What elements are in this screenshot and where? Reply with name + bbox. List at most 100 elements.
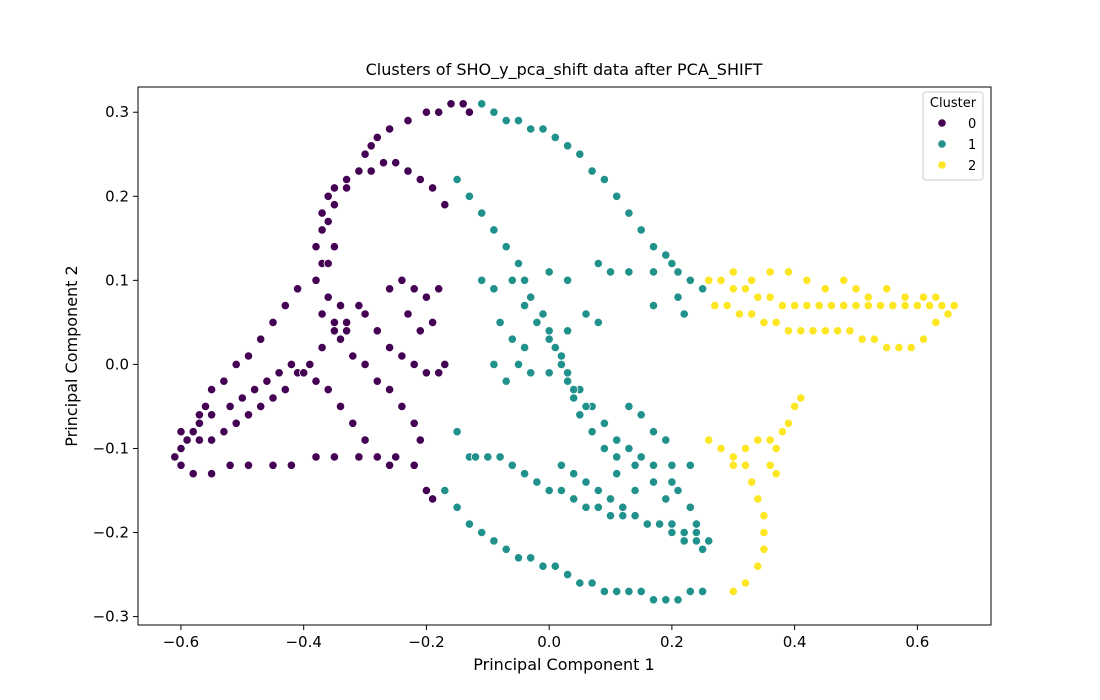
point-cluster-1 (685, 460, 695, 470)
point-cluster-2 (759, 544, 769, 554)
point-cluster-2 (888, 300, 898, 311)
point-cluster-2 (753, 561, 763, 571)
point-cluster-2 (753, 435, 763, 445)
point-cluster-2 (789, 300, 800, 311)
point-cluster-1 (581, 477, 591, 487)
y-axis-ticks: −0.3 −0.2 −0.1 0.0 0.1 0.2 0.3 (93, 103, 138, 626)
point-cluster-2 (882, 342, 892, 353)
point-cluster-1 (691, 536, 702, 546)
point-cluster-0 (225, 401, 235, 411)
point-cluster-2 (783, 418, 794, 428)
point-cluster-1 (587, 166, 597, 176)
point-cluster-1 (464, 519, 474, 529)
point-cluster-0 (207, 435, 217, 445)
point-cluster-1 (587, 427, 597, 437)
point-cluster-0 (176, 443, 186, 454)
point-cluster-0 (434, 284, 444, 294)
point-cluster-0 (188, 469, 198, 479)
point-cluster-2 (882, 284, 892, 294)
point-cluster-1 (612, 452, 622, 462)
point-cluster-0 (341, 174, 352, 185)
x-tick-label: 0.2 (660, 633, 684, 651)
point-cluster-1 (624, 267, 634, 277)
point-cluster-0 (427, 183, 438, 193)
x-tick-label: 0.0 (537, 633, 561, 651)
chart-title: Clusters of SHO_y_pca_shift data after P… (366, 60, 763, 80)
point-cluster-0 (335, 300, 346, 311)
point-cluster-1 (532, 477, 542, 487)
x-tick-label: −0.6 (163, 633, 199, 651)
point-cluster-1 (624, 586, 634, 597)
point-cluster-2 (759, 317, 769, 327)
point-cluster-0 (397, 351, 407, 361)
point-cluster-2 (802, 275, 812, 285)
point-cluster-0 (317, 208, 327, 218)
point-cluster-1 (624, 208, 634, 218)
point-cluster-0 (311, 452, 321, 462)
point-cluster-0 (176, 427, 186, 437)
point-cluster-1 (513, 116, 524, 126)
point-cluster-0 (354, 452, 364, 462)
point-cluster-1 (562, 141, 573, 151)
point-cluster-2 (918, 292, 929, 302)
point-cluster-2 (716, 275, 726, 285)
point-cluster-1 (691, 519, 702, 529)
point-cluster-1 (507, 334, 517, 344)
point-cluster-1 (667, 460, 677, 470)
point-cluster-1 (630, 460, 640, 470)
point-cluster-2 (906, 342, 916, 353)
point-cluster-0 (366, 141, 376, 151)
point-cluster-1 (470, 452, 481, 462)
point-cluster-0 (182, 435, 192, 445)
point-cluster-2 (900, 300, 910, 311)
point-cluster-1 (673, 292, 683, 302)
point-cluster-0 (262, 376, 272, 386)
point-cluster-2 (900, 292, 910, 302)
point-cluster-0 (317, 309, 327, 319)
point-cluster-1 (581, 309, 591, 319)
point-cluster-2 (716, 443, 726, 454)
point-cluster-2 (728, 284, 738, 294)
point-cluster-2 (826, 300, 837, 311)
point-cluster-1 (648, 477, 659, 487)
point-cluster-2 (783, 267, 794, 277)
point-cluster-2 (728, 267, 738, 277)
point-cluster-2 (728, 460, 738, 470)
point-cluster-2 (808, 326, 818, 336)
point-cluster-1 (489, 536, 499, 546)
point-cluster-0 (384, 124, 395, 134)
point-cluster-0 (372, 376, 382, 386)
point-cluster-1 (569, 384, 579, 395)
point-cluster-0 (231, 359, 241, 369)
point-cluster-1 (661, 595, 671, 605)
point-cluster-1 (513, 258, 524, 269)
point-cluster-1 (624, 401, 634, 411)
point-cluster-2 (857, 334, 867, 344)
y-tick-label: 0.2 (105, 187, 129, 205)
point-cluster-0 (280, 300, 290, 311)
points-layer (170, 99, 959, 605)
y-tick-label: 0.3 (105, 103, 129, 121)
point-cluster-1 (477, 527, 487, 538)
point-cluster-0 (434, 368, 444, 378)
point-cluster-1 (593, 502, 603, 512)
point-cluster-0 (194, 435, 204, 445)
point-cluster-0 (421, 368, 431, 378)
point-cluster-1 (538, 124, 548, 134)
point-cluster-0 (391, 452, 401, 462)
point-cluster-0 (348, 418, 358, 428)
point-cluster-0 (219, 376, 229, 386)
point-cluster-0 (329, 242, 339, 252)
point-cluster-1 (667, 519, 677, 529)
point-cluster-0 (194, 418, 204, 428)
point-cluster-1 (605, 494, 616, 504)
point-cluster-0 (250, 384, 260, 395)
point-cluster-2 (771, 443, 781, 454)
point-cluster-0 (403, 166, 413, 176)
point-cluster-1 (507, 460, 517, 470)
point-cluster-1 (477, 275, 487, 285)
point-cluster-1 (648, 427, 659, 437)
point-cluster-1 (464, 191, 474, 201)
point-cluster-1 (501, 242, 511, 252)
point-cluster-1 (483, 452, 493, 462)
